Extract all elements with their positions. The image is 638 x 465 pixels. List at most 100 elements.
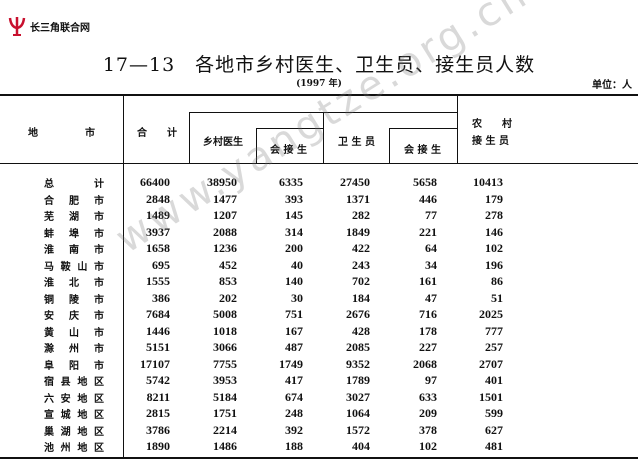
cell-vd-midwife: 392	[285, 422, 303, 437]
header-bottom-rule	[0, 163, 638, 164]
region-name: 淮南市	[44, 241, 104, 256]
cell-vd-midwife: 393	[285, 191, 303, 206]
table-row: 黄 山 市 1446 1018 167 428 178 777	[0, 324, 638, 340]
cell-hw-midwife: 47	[425, 290, 437, 305]
cell-total: 8211	[146, 389, 170, 404]
region-name-char: 马	[44, 261, 54, 273]
region-name-char: 市	[94, 245, 104, 256]
cell-village-doctor: 1018	[213, 323, 237, 338]
region-name-char: 市	[94, 344, 104, 355]
table-row: 铜 陵 市 386 202 30 184 47 51	[0, 291, 638, 307]
table-row: 淮 南 市 1658 1236 200 422 64 102	[0, 241, 638, 257]
region-name-char: 安	[44, 311, 54, 322]
cell-health-worker: 282	[352, 208, 370, 222]
cell-village-doctor: 5008	[213, 307, 237, 321]
cell-total: 386	[152, 290, 170, 305]
region-name-char: 山	[77, 261, 88, 273]
region-name-char: 地	[77, 410, 88, 421]
cell-village-doctor: 452	[219, 257, 237, 272]
region-name-char: 区	[93, 377, 104, 388]
cell-rural-midwife: 1501	[479, 389, 503, 404]
cell-village-doctor: 2214	[213, 422, 237, 437]
cell-village-doctor: 853	[219, 274, 237, 288]
table-row: 滁 州 市 5151 3066 487 2085 227 257	[0, 340, 638, 356]
region-name-char: 区	[93, 443, 104, 454]
region-name-char: 陵	[69, 294, 79, 306]
table-row: 马鞍山市 695 452 40 243 34 196	[0, 258, 638, 274]
region-name-char: 铜	[44, 294, 54, 306]
cell-rural-midwife: 627	[485, 422, 503, 437]
region-name: 总计	[44, 175, 104, 190]
cell-vd-midwife: 145	[285, 208, 303, 222]
cell-rural-midwife: 481	[485, 439, 503, 453]
column-divider	[389, 128, 390, 163]
region-name-char: 市	[94, 228, 104, 240]
region-name-char: 区	[93, 393, 104, 405]
region-name: 六安地区	[44, 390, 104, 405]
cell-rural-midwife: 179	[485, 191, 503, 206]
table-row: 蚌 埠 市 3937 2088 314 1849 221 146	[0, 225, 638, 241]
region-name-char: 阳	[69, 360, 79, 372]
cell-health-worker: 1371	[346, 191, 370, 206]
table-row: 池州地区 1890 1486 188 404 102 481	[0, 439, 638, 455]
cell-vd-midwife: 487	[285, 340, 303, 354]
region-name-char: 阜	[44, 360, 54, 372]
region-name-char: 淮	[44, 278, 54, 289]
column-divider	[189, 112, 190, 163]
cell-rural-midwife: 102	[485, 241, 503, 255]
header-village-doctor: 乡村医生	[203, 137, 243, 148]
region-name: 安庆市	[44, 307, 104, 322]
column-divider	[256, 128, 257, 163]
cell-village-doctor: 1751	[213, 406, 237, 420]
cell-hw-midwife: 2068	[413, 356, 437, 371]
header-vd-midwife: 会 接 生	[270, 145, 307, 156]
table-row: 宣城地区 2815 1751 248 1064 209 599	[0, 406, 638, 422]
cell-health-worker: 27450	[340, 175, 370, 189]
header-rule	[389, 128, 457, 129]
cell-total: 5742	[146, 373, 170, 387]
region-name-char: 州	[60, 443, 71, 454]
region-name-char: 肥	[69, 195, 79, 207]
cell-village-doctor: 1477	[213, 191, 237, 206]
region-name: 巢湖地区	[44, 423, 104, 438]
column-divider	[323, 112, 324, 163]
table-row: 淮 北 市 1555 853 140 702 161 86	[0, 274, 638, 290]
table-row: 六安地区 8211 5184 674 3027 633 1501	[0, 390, 638, 406]
cell-total: 1890	[146, 439, 170, 453]
table-top-rule	[0, 94, 638, 96]
region-name-char: 市	[93, 261, 104, 273]
cell-health-worker: 1789	[346, 373, 370, 387]
cell-vd-midwife: 248	[285, 406, 303, 420]
cell-health-worker: 1064	[346, 406, 370, 420]
cell-hw-midwife: 446	[419, 191, 437, 206]
region-name-char: 市	[94, 294, 104, 306]
year-subtitle: (1997 年)	[296, 79, 342, 89]
cell-hw-midwife: 716	[419, 307, 437, 321]
table-row: 安 庆 市 7684 5008 751 2676 716 2025	[0, 307, 638, 323]
cell-total: 3937	[146, 224, 170, 239]
logo-mark-icon	[8, 17, 26, 36]
region-name: 阜阳市	[44, 357, 104, 372]
cell-hw-midwife: 161	[419, 274, 437, 288]
region-name-char: 市	[94, 212, 104, 223]
cell-health-worker: 428	[352, 323, 370, 338]
cell-hw-midwife: 209	[419, 406, 437, 420]
region-name-char: 市	[94, 327, 104, 339]
cell-hw-midwife: 64	[425, 241, 437, 255]
cell-hw-midwife: 227	[419, 340, 437, 354]
cell-health-worker: 2676	[346, 307, 370, 321]
cell-total: 17107	[140, 356, 170, 371]
table-row: 阜 阳 市 17107 7755 1749 9352 2068 2707	[0, 357, 638, 373]
cell-total: 2848	[146, 191, 170, 206]
cell-health-worker: 184	[352, 290, 370, 305]
cell-village-doctor: 202	[219, 290, 237, 305]
region-name: 宿县地区	[44, 373, 104, 388]
cell-rural-midwife: 401	[485, 373, 503, 387]
region-name-char: 池	[44, 443, 54, 454]
region-name: 蚌埠市	[44, 225, 104, 240]
cell-village-doctor: 1207	[213, 208, 237, 222]
cell-vd-midwife: 40	[291, 257, 303, 272]
cell-health-worker: 702	[352, 274, 370, 288]
cell-vd-midwife: 140	[285, 274, 303, 288]
cell-health-worker: 422	[352, 241, 370, 255]
